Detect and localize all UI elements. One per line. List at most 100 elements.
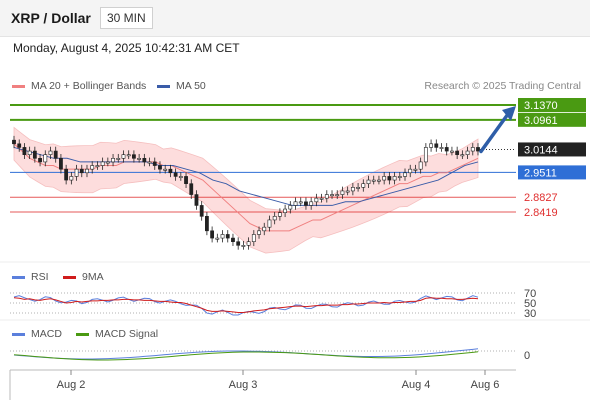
candle-body bbox=[126, 154, 131, 157]
candle-body bbox=[53, 150, 58, 159]
candle-body bbox=[293, 201, 298, 206]
candle-body bbox=[470, 147, 475, 152]
candle-body bbox=[204, 216, 209, 232]
legend-ma20: MA 20 + Bollinger Bands bbox=[12, 80, 146, 92]
forecast-arrow-head bbox=[502, 106, 516, 121]
candle-body bbox=[277, 212, 282, 217]
axis-date-label: Aug 3 bbox=[229, 379, 258, 391]
candle-body bbox=[423, 147, 428, 163]
rsi-level-label: 30 bbox=[524, 308, 536, 320]
candle-body bbox=[22, 147, 27, 155]
candle-body bbox=[236, 241, 241, 246]
candle-body bbox=[27, 150, 32, 155]
candle-body bbox=[111, 158, 115, 163]
candle-body bbox=[105, 161, 110, 164]
last-price-tag bbox=[518, 142, 586, 157]
axis-date-label: Aug 6 bbox=[471, 379, 500, 391]
candle-body bbox=[90, 165, 95, 170]
candle-body bbox=[59, 158, 63, 170]
ma50-swatch bbox=[157, 84, 170, 88]
target-price-label: 3.0961 bbox=[524, 115, 558, 127]
candle-body bbox=[121, 154, 126, 159]
bollinger-band-layer bbox=[13, 126, 479, 254]
candle-body bbox=[69, 176, 74, 181]
candle-body bbox=[173, 172, 178, 177]
candle-body bbox=[189, 183, 194, 195]
candle-body bbox=[450, 150, 454, 153]
interval-button[interactable]: 30 MIN bbox=[100, 7, 153, 29]
legend-rsi-label: RSI bbox=[31, 271, 49, 283]
candle-body bbox=[17, 143, 22, 148]
candle-body bbox=[408, 168, 413, 174]
macd-panel: 0 bbox=[10, 348, 530, 362]
candle-body bbox=[392, 176, 397, 181]
candle-body bbox=[85, 168, 89, 174]
candle-body bbox=[168, 168, 173, 174]
macd-zero-label: 0 bbox=[524, 350, 530, 362]
candle-body bbox=[225, 234, 230, 239]
legend-macd-signal: MACD Signal bbox=[76, 328, 158, 340]
macd-line bbox=[13, 348, 479, 360]
ma20-swatch bbox=[12, 84, 25, 88]
candle-body bbox=[246, 241, 251, 246]
legend-macd-label: MACD bbox=[31, 328, 62, 340]
candle-body bbox=[314, 197, 319, 203]
candle-body bbox=[210, 230, 215, 239]
candle-body bbox=[324, 194, 329, 199]
candle-body bbox=[267, 219, 272, 228]
candle-body bbox=[251, 234, 256, 242]
rsi-level-label: 50 bbox=[524, 298, 536, 310]
candle-body bbox=[184, 176, 188, 184]
pivot-price-tag bbox=[518, 165, 586, 180]
support-price-label: 2.8827 bbox=[524, 192, 558, 204]
target-price-tag bbox=[518, 112, 586, 127]
forecast-arrow-layer bbox=[479, 106, 516, 154]
candle-body bbox=[178, 176, 183, 178]
last-price-label: 3.0144 bbox=[524, 144, 558, 156]
candle-body bbox=[340, 190, 345, 195]
timestamp: Monday, August 4, 2025 10:42:31 AM CET bbox=[13, 41, 240, 55]
candle-body bbox=[309, 201, 314, 206]
candle-body bbox=[116, 158, 121, 160]
candle-body bbox=[32, 150, 37, 159]
candle-body bbox=[137, 158, 142, 160]
candle-body bbox=[231, 237, 235, 242]
candle-body bbox=[460, 154, 465, 157]
candle-body bbox=[215, 237, 220, 240]
candle-body bbox=[371, 179, 376, 182]
forecast-arrow-shaft bbox=[479, 112, 510, 154]
candle-body bbox=[413, 168, 418, 171]
header-bar: XRP / Dollar 30 MIN bbox=[0, 0, 590, 37]
candle-body bbox=[418, 161, 423, 170]
candle-body bbox=[465, 150, 470, 155]
research-credit: Research © 2025 Trading Central bbox=[424, 80, 581, 92]
candle-body bbox=[241, 245, 246, 247]
candle-body bbox=[142, 158, 147, 163]
candle-body bbox=[43, 154, 48, 163]
rsi-level-label: 70 bbox=[524, 288, 536, 300]
candle-body bbox=[335, 194, 340, 197]
rsi-ma-line bbox=[13, 297, 479, 313]
legend-ma50-label: MA 50 bbox=[176, 80, 206, 92]
candle-body bbox=[147, 161, 152, 164]
bollinger-band bbox=[13, 126, 479, 254]
candle-body bbox=[377, 179, 381, 182]
candle-body bbox=[95, 165, 100, 168]
candle-body bbox=[132, 154, 136, 159]
candle-body bbox=[100, 161, 105, 166]
candle-body bbox=[272, 216, 277, 221]
candle-body bbox=[199, 205, 204, 217]
candle-body bbox=[298, 201, 303, 204]
time-axis: Aug 2 Aug 3 Aug 4 Aug 6 bbox=[9, 369, 516, 400]
target-price-tag bbox=[518, 98, 586, 112]
rsi-ma-swatch bbox=[63, 275, 76, 279]
candle-body bbox=[330, 194, 334, 197]
candle-body bbox=[220, 234, 225, 239]
candle-body bbox=[439, 147, 444, 149]
candle-body bbox=[476, 147, 480, 152]
candle-body bbox=[262, 226, 267, 232]
candle-body bbox=[387, 176, 392, 181]
candle-body bbox=[74, 168, 79, 177]
legend-rsi-ma-label: 9MA bbox=[82, 271, 104, 283]
